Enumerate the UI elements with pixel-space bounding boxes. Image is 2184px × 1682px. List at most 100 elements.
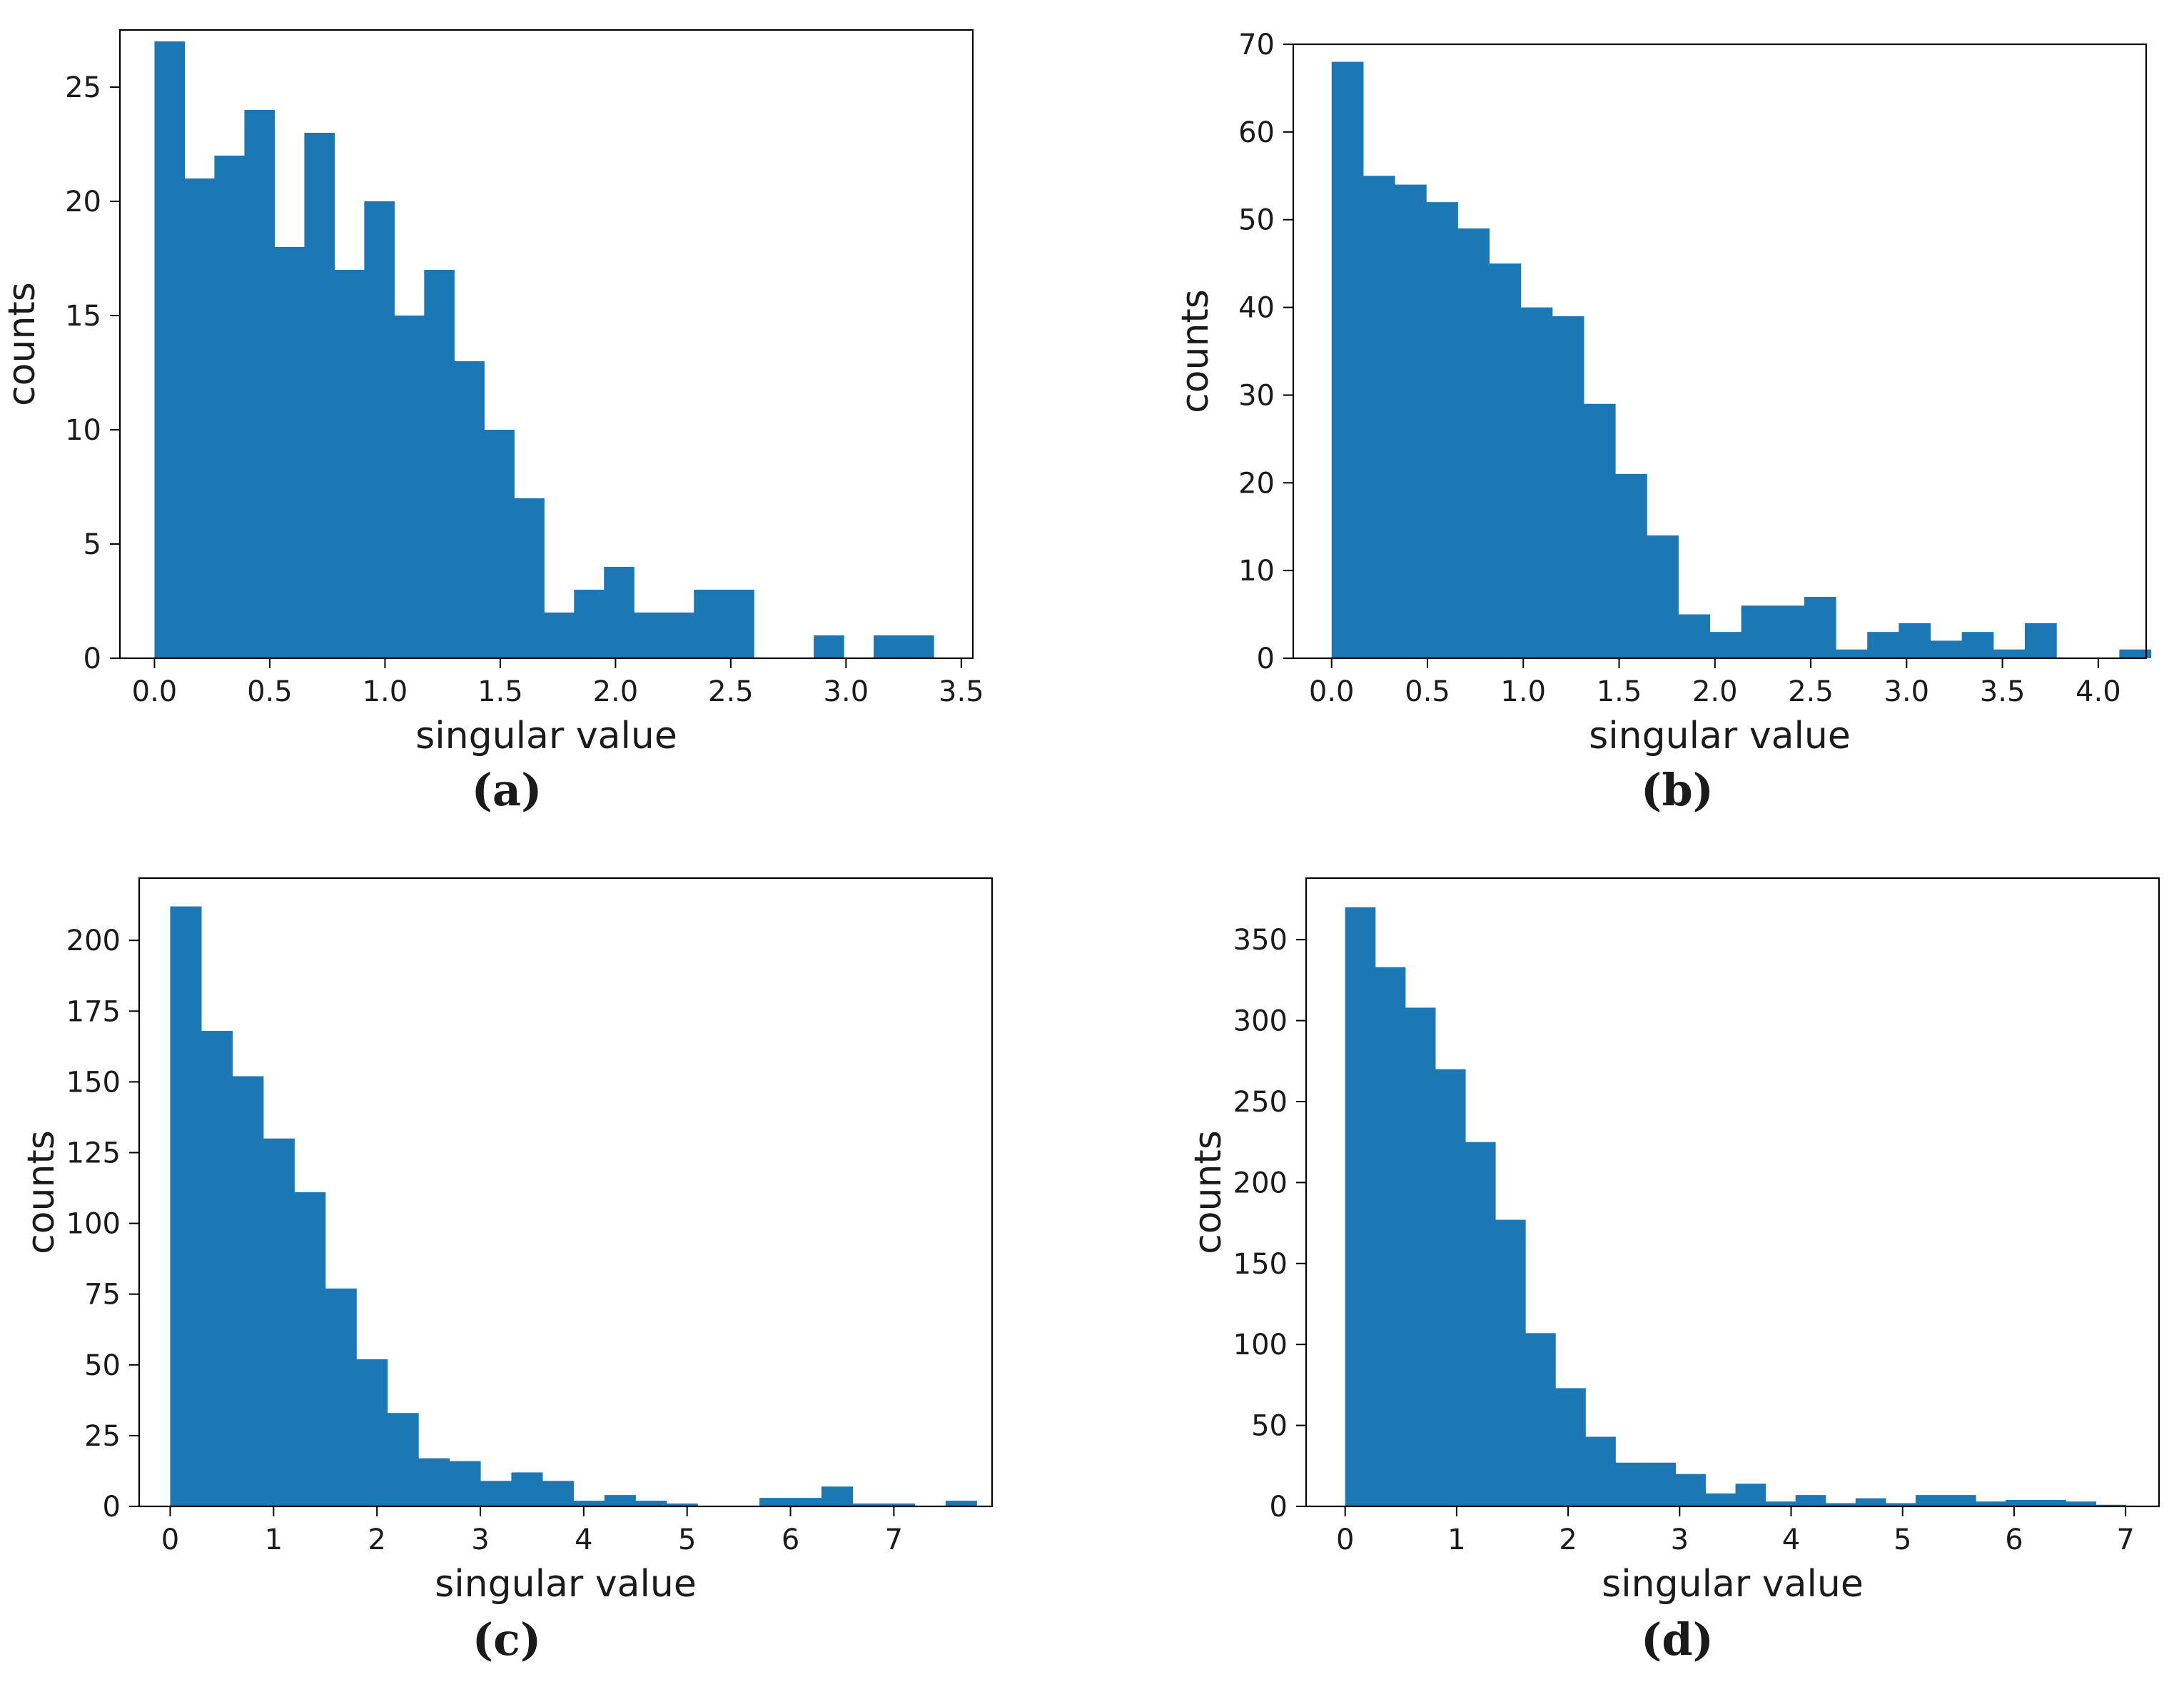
- x-tick-label: 0: [161, 1524, 179, 1556]
- x-tick-label: 2.5: [708, 675, 754, 708]
- x-tick-label: 1.5: [477, 675, 523, 708]
- histogram-bar: [1915, 1495, 1946, 1506]
- histogram-bar: [1583, 403, 1616, 658]
- y-tick-label: 60: [1238, 116, 1275, 149]
- histogram-bar: [1993, 649, 2026, 658]
- y-tick-label: 100: [1233, 1329, 1288, 1361]
- histogram-bar: [244, 110, 275, 658]
- y-tick-label: 0: [103, 1491, 121, 1524]
- x-tick-label: 0.5: [247, 675, 293, 708]
- x-tick-label: 3: [1671, 1524, 1689, 1556]
- x-tick-label: 0.5: [1405, 675, 1450, 708]
- y-tick-label: 250: [1233, 1086, 1288, 1119]
- histogram-bar: [634, 613, 664, 658]
- histogram-bar: [904, 635, 934, 658]
- y-tick-label: 350: [1233, 924, 1288, 957]
- x-tick-label: 1.0: [363, 675, 408, 708]
- histogram-bar: [1647, 535, 1679, 658]
- y-tick-label: 20: [65, 186, 101, 218]
- histogram-bar: [1552, 316, 1584, 658]
- x-tick-label: 5: [678, 1524, 696, 1556]
- x-tick-label: 6: [782, 1524, 799, 1556]
- x-tick-label: 0.0: [1309, 675, 1355, 708]
- histogram-bar: [1495, 1219, 1526, 1506]
- histogram-bar: [1489, 263, 1522, 658]
- x-tick-label: 4: [1782, 1524, 1800, 1556]
- x-tick-label: 1.0: [1500, 675, 1546, 708]
- histogram-bar: [454, 361, 485, 658]
- histogram-bar: [1741, 605, 1774, 658]
- x-tick-label: 1.5: [1597, 675, 1642, 708]
- histogram-bar: [1772, 605, 1805, 658]
- y-tick-label: 70: [1238, 29, 1275, 61]
- histogram-bar: [604, 1495, 636, 1506]
- y-tick-label: 200: [1233, 1167, 1288, 1199]
- histogram-bar: [1976, 1501, 2006, 1506]
- histogram-bar: [1435, 1069, 1466, 1506]
- x-tick-label: 0.0: [132, 675, 178, 708]
- bars: [1345, 907, 2127, 1506]
- histogram-bar: [418, 1458, 450, 1506]
- x-tick-label: 6: [2005, 1524, 2023, 1556]
- x-tick-label: 4: [575, 1524, 592, 1556]
- y-tick-label: 50: [1238, 204, 1275, 237]
- histogram-bar: [484, 430, 515, 658]
- histogram-bar: [514, 498, 545, 658]
- axes-frame: [1292, 43, 2148, 660]
- x-axis-label: singular value: [1589, 715, 1851, 757]
- y-tick-label: 0: [1270, 1491, 1288, 1524]
- histogram-bar: [1645, 1462, 1677, 1506]
- x-tick-label: 0: [1336, 1524, 1354, 1556]
- histogram-bar: [1855, 1498, 1886, 1506]
- y-tick-label: 50: [84, 1349, 121, 1382]
- histogram-bar: [759, 1498, 792, 1506]
- histogram-bar: [1426, 202, 1458, 658]
- histogram-bar: [1675, 1474, 1707, 1506]
- histogram-bar: [1615, 1462, 1646, 1506]
- histogram-bar: [170, 906, 202, 1506]
- histogram-bar: [821, 1486, 854, 1506]
- histogram-bar: [1345, 907, 1376, 1506]
- y-axis-label: counts: [20, 1130, 63, 1254]
- y-axis-label: counts: [1, 282, 44, 406]
- histogram-bar: [449, 1461, 481, 1506]
- y-tick-label: 20: [1238, 467, 1275, 500]
- histogram-bar: [1825, 1503, 1856, 1506]
- histogram-bar: [1765, 1501, 1796, 1506]
- histogram-bar: [852, 1504, 884, 1506]
- histogram-bar: [356, 1359, 388, 1506]
- bars: [170, 906, 977, 1506]
- bars: [1331, 61, 2152, 659]
- histogram-bar: [1585, 1436, 1616, 1506]
- histogram-bar: [2119, 649, 2152, 658]
- histogram-bar: [1836, 649, 1868, 658]
- x-tick-label: 7: [885, 1524, 903, 1556]
- histogram-bar: [1804, 597, 1836, 658]
- histogram-bar: [2095, 1504, 2127, 1506]
- x-axis-label: singular value: [415, 715, 677, 757]
- histogram-bar: [232, 1076, 264, 1506]
- x-tick-label: 3: [471, 1524, 489, 1556]
- y-tick-label: 30: [1238, 379, 1275, 412]
- y-tick-label: 150: [1233, 1248, 1288, 1281]
- x-tick-label: 3.0: [1884, 675, 1930, 708]
- x-axis-label: singular value: [1602, 1563, 1864, 1606]
- panel-caption: (d): [1641, 1613, 1714, 1666]
- histogram-bar: [2006, 1499, 2036, 1506]
- histogram-bar: [294, 1192, 326, 1506]
- x-axis-label: singular value: [435, 1563, 697, 1606]
- panel-d: 0 1 2 3 4 5 6 7 0 50 100 150 200 250 300 350 singular va…: [1187, 877, 2160, 1666]
- histogram-bar: [394, 316, 425, 658]
- histogram-bar: [1395, 184, 1427, 658]
- histogram-bar: [945, 1501, 977, 1506]
- axes-frame: [118, 29, 974, 660]
- y-tick-label: 0: [1257, 643, 1275, 675]
- histogram-bar: [666, 1504, 698, 1506]
- panel-a: 0.0 0.5 1.0 1.5 2.0 2.5 3.0 3.5 0 5 10 15 20 25 singul…: [1, 29, 984, 816]
- x-tick-label: 7: [2116, 1524, 2134, 1556]
- histogram-bar: [201, 1031, 233, 1506]
- histogram-bar: [1363, 176, 1395, 659]
- panel-caption: (a): [472, 764, 542, 816]
- histogram-bar: [1735, 1484, 1766, 1506]
